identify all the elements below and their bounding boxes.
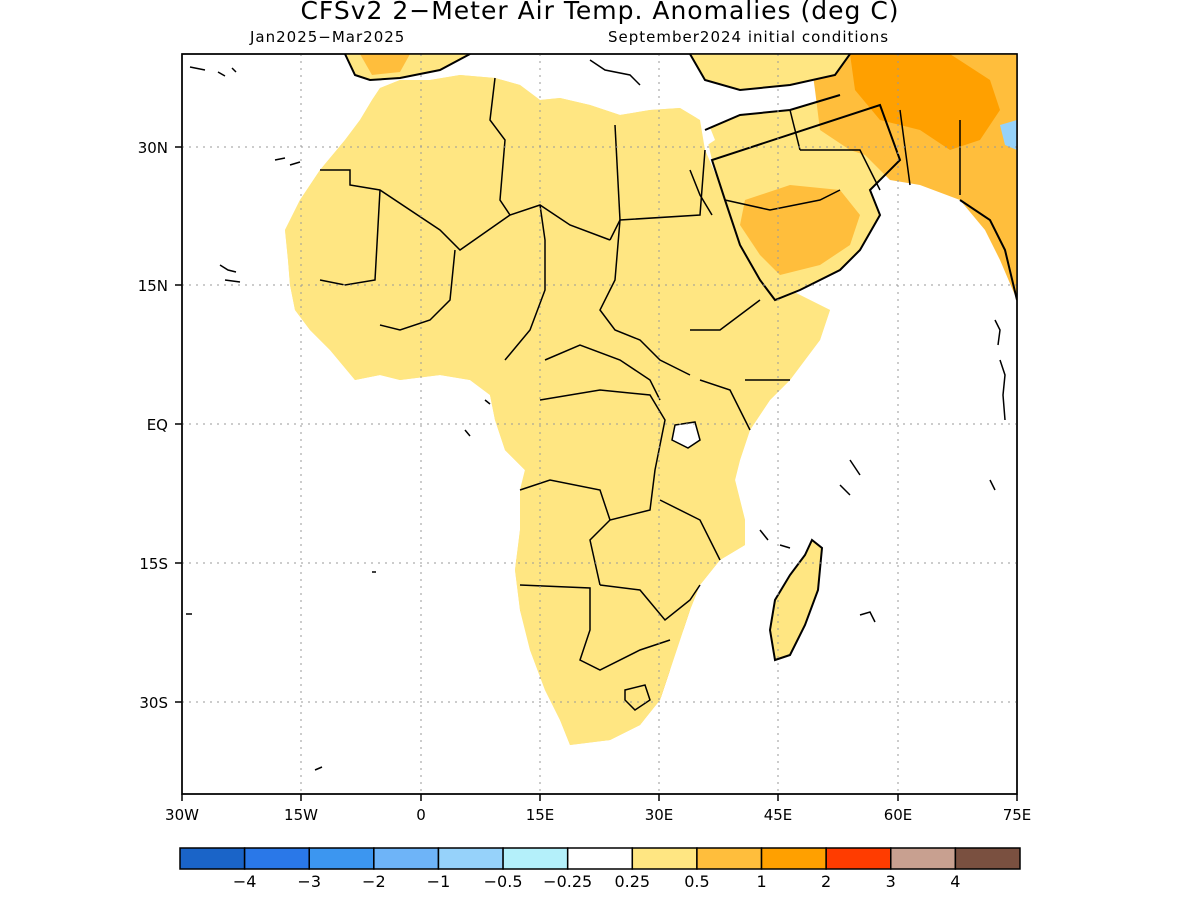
x-tick-label: 30W xyxy=(165,806,199,824)
x-axis-labels: 30W 15W 0 15E 30E 45E 60E 75E xyxy=(165,806,1031,824)
colorbar-swatch xyxy=(631,847,698,870)
colorbar-swatch xyxy=(696,847,763,870)
y-tick-label: 15N xyxy=(138,277,168,295)
x-tick-label: 45E xyxy=(764,806,793,824)
madagascar-coast xyxy=(768,538,824,662)
colorbar-swatch xyxy=(308,847,375,870)
lake-victoria xyxy=(671,421,701,449)
x-tick-label: 30E xyxy=(645,806,674,824)
anatolia-land xyxy=(690,54,850,90)
islands xyxy=(186,59,1006,771)
country-borders xyxy=(319,77,961,711)
colorbar-swatch xyxy=(243,847,310,870)
colorbar-label: 4 xyxy=(950,872,960,891)
x-tick-label: 0 xyxy=(416,806,426,824)
patch-iran-strong xyxy=(850,54,1000,150)
patch-arabia xyxy=(740,185,860,275)
gridlines xyxy=(182,54,1017,794)
colorbar-label: −1 xyxy=(427,872,451,891)
europe-coast xyxy=(344,54,851,92)
colorbar-swatch xyxy=(890,847,957,870)
colorbar-swatch xyxy=(566,847,634,870)
colorbar-swatch xyxy=(373,847,440,870)
colorbar-swatch xyxy=(954,847,1021,870)
madagascar-land xyxy=(770,540,822,660)
lake-nasser xyxy=(689,169,713,216)
colorbar-swatch xyxy=(437,847,504,870)
season-label: Jan2025−Mar2025 xyxy=(250,28,406,46)
y-axis-labels: 30N 15N EQ 15S 30S xyxy=(138,139,168,712)
y-tick-label: 30S xyxy=(139,694,168,712)
colorbar-swatch xyxy=(825,847,892,870)
colorbar-label: 0.25 xyxy=(614,872,650,891)
patch-kashmir-cold xyxy=(1000,120,1017,150)
colorbar-label: 0.5 xyxy=(684,872,709,891)
colorbar-label: −2 xyxy=(362,872,386,891)
x-tick-label: 15W xyxy=(284,806,318,824)
colorbar-swatch xyxy=(179,847,246,870)
x-tick-label: 15E xyxy=(526,806,555,824)
map-title: CFSv2 2−Meter Air Temp. Anomalies (deg C… xyxy=(300,0,900,25)
x-tick-label: 60E xyxy=(884,806,913,824)
x-tick-label: 75E xyxy=(1003,806,1032,824)
colorbar: −4 −3 −2 −1 −0.5 −0.25 0.25 0.5 1 2 3 4 xyxy=(179,847,1021,891)
colorbar-label: −3 xyxy=(297,872,321,891)
y-tick-label: 30N xyxy=(138,139,168,157)
india-coast xyxy=(959,199,1017,301)
patch-iberia xyxy=(360,54,410,75)
y-tick-label: 15S xyxy=(139,555,168,573)
colorbar-label: −0.5 xyxy=(484,872,523,891)
tick-marks xyxy=(175,146,1018,801)
colorbar-swatch xyxy=(502,847,569,870)
colorbar-swatch xyxy=(760,847,827,870)
colorbar-label: 1 xyxy=(756,872,766,891)
colorbar-label: 2 xyxy=(821,872,831,891)
plot-area xyxy=(186,54,1017,771)
colorbar-label: −4 xyxy=(233,872,257,891)
colorbar-label: 3 xyxy=(886,872,896,891)
colorbar-label: −0.25 xyxy=(543,872,592,891)
y-tick-label: EQ xyxy=(147,416,168,434)
initial-conditions-label: September2024 initial conditions xyxy=(608,28,890,46)
